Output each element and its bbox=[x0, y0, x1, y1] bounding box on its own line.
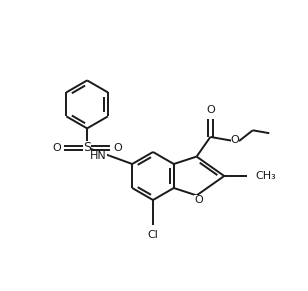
Text: O: O bbox=[194, 196, 203, 205]
Text: S: S bbox=[83, 141, 91, 154]
Text: O: O bbox=[231, 135, 239, 145]
Text: Cl: Cl bbox=[148, 230, 158, 240]
Text: HN: HN bbox=[90, 151, 107, 161]
Text: O: O bbox=[53, 143, 61, 152]
Text: O: O bbox=[113, 143, 122, 152]
Text: CH₃: CH₃ bbox=[255, 171, 276, 181]
Text: O: O bbox=[206, 105, 215, 115]
